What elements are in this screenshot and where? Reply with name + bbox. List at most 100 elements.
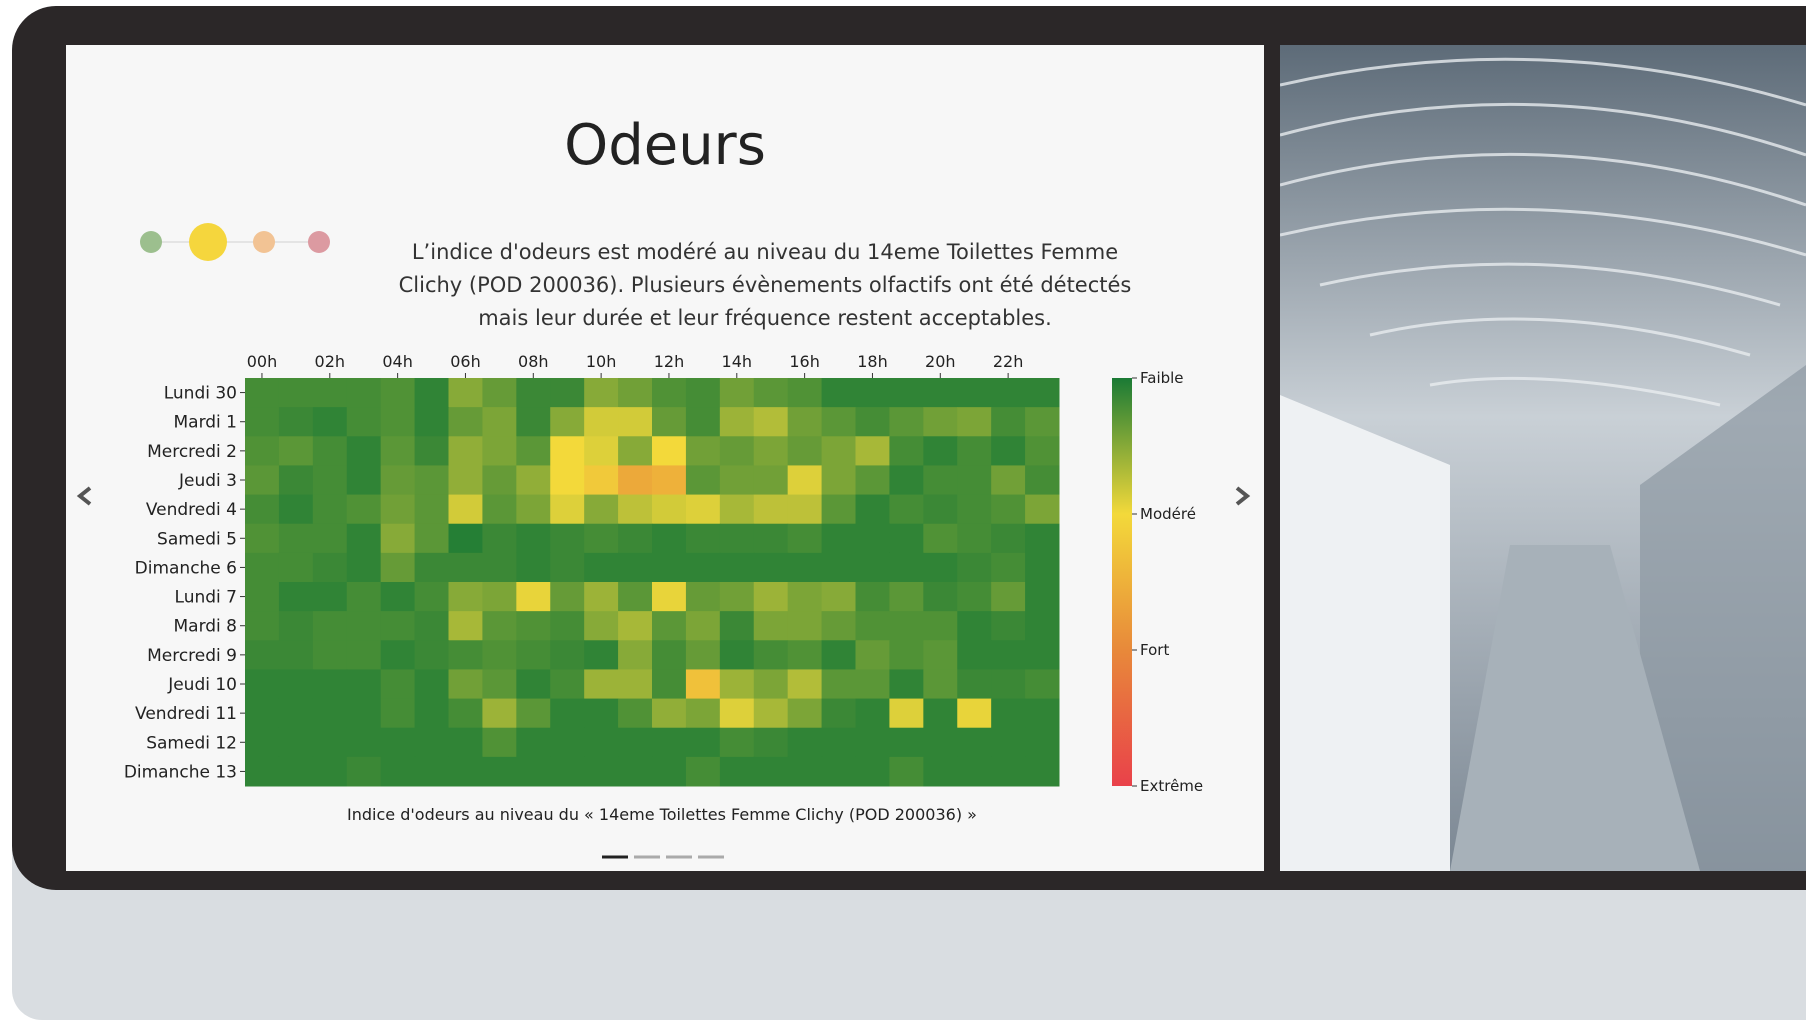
heat-cell bbox=[516, 436, 550, 466]
next-arrow[interactable] bbox=[1237, 488, 1247, 504]
y-tick-label: Mercredi 9 bbox=[147, 646, 237, 666]
heat-cell bbox=[313, 669, 347, 699]
heat-cell bbox=[991, 436, 1025, 466]
heat-cell bbox=[618, 524, 652, 554]
heat-cell bbox=[856, 757, 890, 787]
x-tick-label: 06h bbox=[450, 352, 481, 371]
heat-cell bbox=[584, 465, 618, 495]
heat-cell bbox=[889, 757, 923, 787]
heat-cell bbox=[754, 582, 788, 612]
heat-cell bbox=[415, 611, 449, 641]
heat-cell bbox=[788, 553, 822, 583]
heat-cell bbox=[991, 757, 1025, 787]
heat-cell bbox=[957, 669, 991, 699]
heat-cell bbox=[482, 640, 516, 670]
heat-cell bbox=[822, 757, 856, 787]
heat-cell bbox=[550, 524, 584, 554]
heat-cell bbox=[889, 553, 923, 583]
heat-cell bbox=[584, 669, 618, 699]
heat-cell bbox=[822, 640, 856, 670]
heat-cell bbox=[686, 582, 720, 612]
heat-cell bbox=[754, 407, 788, 437]
heat-cell bbox=[991, 611, 1025, 641]
heat-cell bbox=[652, 465, 686, 495]
heat-cell bbox=[923, 640, 957, 670]
heat-cell bbox=[245, 582, 279, 612]
heat-cell bbox=[516, 524, 550, 554]
heat-cell bbox=[415, 669, 449, 699]
heat-cell bbox=[788, 640, 822, 670]
heat-cell bbox=[279, 582, 313, 612]
heat-cell bbox=[754, 669, 788, 699]
heat-cell bbox=[482, 611, 516, 641]
heat-cell bbox=[754, 436, 788, 466]
heat-cell bbox=[245, 407, 279, 437]
y-tick-label: Jeudi 10 bbox=[167, 675, 237, 695]
heat-cell bbox=[482, 495, 516, 525]
heat-cell bbox=[279, 524, 313, 554]
heat-cell bbox=[482, 669, 516, 699]
heat-cell bbox=[279, 407, 313, 437]
heat-cell bbox=[279, 699, 313, 729]
heat-cell bbox=[754, 378, 788, 408]
heat-cell bbox=[923, 728, 957, 758]
heat-cell bbox=[1025, 757, 1059, 787]
heat-cell bbox=[584, 553, 618, 583]
heat-cell bbox=[754, 465, 788, 495]
heat-cell bbox=[347, 611, 381, 641]
heat-cell bbox=[550, 757, 584, 787]
heat-cell bbox=[618, 553, 652, 583]
heat-cell bbox=[347, 524, 381, 554]
heat-cell bbox=[652, 757, 686, 787]
heat-cell bbox=[686, 728, 720, 758]
heat-cell bbox=[822, 495, 856, 525]
heat-cell bbox=[856, 495, 890, 525]
colorbar bbox=[1112, 378, 1132, 786]
heat-cell bbox=[889, 611, 923, 641]
heat-cell bbox=[652, 582, 686, 612]
heat-cell bbox=[245, 728, 279, 758]
colorbar-label: Faible bbox=[1140, 369, 1184, 387]
heat-cell bbox=[720, 378, 754, 408]
heat-cell bbox=[381, 699, 415, 729]
heat-cell bbox=[584, 495, 618, 525]
heat-cell bbox=[347, 582, 381, 612]
heat-cell bbox=[550, 728, 584, 758]
heat-cell bbox=[822, 436, 856, 466]
heat-cell bbox=[720, 728, 754, 758]
heat-cell bbox=[1025, 582, 1059, 612]
heat-cell bbox=[754, 553, 788, 583]
colorbar-label: Fort bbox=[1140, 641, 1169, 659]
heat-cell bbox=[754, 524, 788, 554]
heat-cell bbox=[279, 728, 313, 758]
heat-cell bbox=[279, 669, 313, 699]
heat-cell bbox=[652, 495, 686, 525]
heat-cell bbox=[618, 465, 652, 495]
heat-cell bbox=[381, 524, 415, 554]
heat-cell bbox=[889, 465, 923, 495]
heat-cell bbox=[991, 495, 1025, 525]
heat-cell bbox=[686, 699, 720, 729]
heat-cell bbox=[313, 495, 347, 525]
y-tick-label: Lundi 30 bbox=[164, 384, 237, 404]
heat-cell bbox=[584, 582, 618, 612]
heat-cell bbox=[754, 495, 788, 525]
prev-arrow[interactable] bbox=[80, 488, 90, 504]
heat-cell bbox=[957, 640, 991, 670]
heat-cell bbox=[449, 669, 483, 699]
heat-cell bbox=[991, 640, 1025, 670]
heat-cell bbox=[279, 465, 313, 495]
heat-cell bbox=[516, 640, 550, 670]
y-tick-label: Mardi 8 bbox=[173, 617, 237, 637]
heat-cell bbox=[923, 436, 957, 466]
heat-cell bbox=[550, 436, 584, 466]
heat-cell bbox=[245, 553, 279, 583]
heat-cell bbox=[754, 728, 788, 758]
heat-cell bbox=[822, 378, 856, 408]
heat-cell bbox=[347, 728, 381, 758]
heat-cell bbox=[415, 378, 449, 408]
heat-cell bbox=[449, 640, 483, 670]
heat-cell bbox=[516, 611, 550, 641]
heat-cell bbox=[686, 407, 720, 437]
heat-cell bbox=[381, 611, 415, 641]
